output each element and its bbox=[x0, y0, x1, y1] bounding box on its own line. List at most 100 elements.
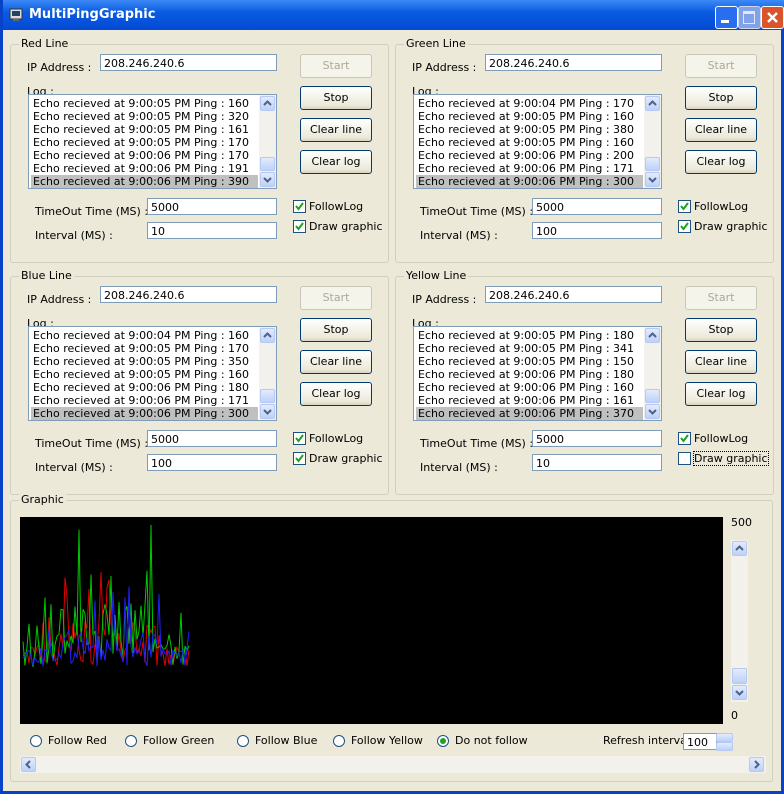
log-list[interactable]: Echo recieved at 9:00:04 PM Ping : 170 Ec… bbox=[413, 94, 662, 189]
scroll-down[interactable] bbox=[260, 404, 275, 419]
timeout-input[interactable]: 5000 bbox=[532, 430, 662, 447]
log-row[interactable]: Echo recieved at 9:00:06 PM Ping : 300 bbox=[31, 407, 258, 420]
radio[interactable] bbox=[333, 735, 345, 747]
button[interactable]: Stop bbox=[300, 86, 372, 110]
button[interactable]: Clear log bbox=[685, 150, 757, 174]
log-row[interactable]: Echo recieved at 9:00:05 PM Ping : 150 bbox=[418, 355, 635, 368]
radio[interactable] bbox=[125, 735, 137, 747]
log-row[interactable]: Echo recieved at 9:00:05 PM Ping : 170 bbox=[33, 342, 250, 355]
scroll-down[interactable] bbox=[645, 172, 660, 187]
scroll-left[interactable] bbox=[21, 757, 36, 772]
followlog-checkbox[interactable] bbox=[678, 432, 691, 445]
log-row[interactable]: Echo recieved at 9:00:05 PM Ping : 350 bbox=[33, 355, 250, 368]
scroll-up[interactable] bbox=[645, 328, 660, 343]
log-row[interactable]: Echo recieved at 9:00:06 PM Ping : 180 bbox=[418, 368, 635, 381]
timeout-input[interactable]: 5000 bbox=[147, 198, 277, 215]
timeout-input[interactable]: 5000 bbox=[532, 198, 662, 215]
scroll-right[interactable] bbox=[749, 757, 764, 772]
log-row[interactable]: Echo recieved at 9:00:06 PM Ping : 180 bbox=[33, 381, 250, 394]
log-row[interactable]: Echo recieved at 9:00:06 PM Ping : 160 bbox=[418, 381, 635, 394]
maximize-button[interactable] bbox=[738, 6, 761, 29]
interval-input[interactable]: 10 bbox=[532, 454, 662, 471]
log-row[interactable]: Echo recieved at 9:00:06 PM Ping : 161 bbox=[418, 394, 635, 407]
ip-input[interactable]: 208.246.240.6 bbox=[100, 286, 277, 303]
radio[interactable] bbox=[30, 735, 42, 747]
followlog-label[interactable]: FollowLog bbox=[694, 200, 749, 213]
button[interactable]: Stop bbox=[685, 318, 757, 342]
draw-label[interactable]: Draw graphic bbox=[693, 451, 769, 466]
scroll-up[interactable] bbox=[645, 96, 660, 111]
scroll-down[interactable] bbox=[645, 404, 660, 419]
timeout-input[interactable]: 5000 bbox=[147, 430, 277, 447]
h-scrollbar[interactable] bbox=[20, 756, 766, 773]
button[interactable]: Stop bbox=[300, 318, 372, 342]
log-row[interactable]: Echo recieved at 9:00:06 PM Ping : 300 bbox=[416, 175, 643, 188]
followlog-label[interactable]: FollowLog bbox=[309, 200, 364, 213]
followlog-checkbox[interactable] bbox=[678, 200, 691, 213]
scroll-down[interactable] bbox=[732, 685, 747, 700]
draw-label[interactable]: Draw graphic bbox=[694, 220, 768, 233]
spin-up[interactable] bbox=[716, 733, 733, 742]
log-row[interactable]: Echo recieved at 9:00:05 PM Ping : 160 bbox=[33, 97, 250, 110]
log-row[interactable]: Echo recieved at 9:00:06 PM Ping : 171 bbox=[33, 394, 250, 407]
minimize-button[interactable] bbox=[715, 6, 738, 29]
log-list[interactable]: Echo recieved at 9:00:04 PM Ping : 160 Ec… bbox=[28, 326, 277, 421]
scroll-thumb[interactable] bbox=[260, 157, 275, 171]
followlog-label[interactable]: FollowLog bbox=[694, 432, 749, 445]
radio[interactable] bbox=[237, 735, 249, 747]
log-row[interactable]: Echo recieved at 9:00:06 PM Ping : 200 bbox=[418, 149, 635, 162]
log-scrollbar[interactable] bbox=[259, 95, 276, 188]
log-scrollbar[interactable] bbox=[644, 327, 661, 420]
followlog-checkbox[interactable] bbox=[293, 432, 306, 445]
followlog-checkbox[interactable] bbox=[293, 200, 306, 213]
draw-label[interactable]: Draw graphic bbox=[309, 452, 383, 465]
log-row[interactable]: Echo recieved at 9:00:05 PM Ping : 170 bbox=[33, 136, 250, 149]
log-row[interactable]: Echo recieved at 9:00:04 PM Ping : 170 bbox=[418, 97, 635, 110]
radio-label[interactable]: Follow Green bbox=[143, 734, 215, 747]
button[interactable]: Clear line bbox=[300, 118, 372, 142]
scroll-down[interactable] bbox=[260, 172, 275, 187]
spin-down[interactable] bbox=[716, 742, 733, 751]
log-row[interactable]: Echo recieved at 9:00:06 PM Ping : 390 bbox=[31, 175, 258, 188]
draw-checkbox[interactable] bbox=[293, 452, 306, 465]
interval-input[interactable]: 100 bbox=[532, 222, 662, 239]
log-row[interactable]: Echo recieved at 9:00:06 PM Ping : 191 bbox=[33, 162, 250, 175]
scroll-thumb[interactable] bbox=[645, 157, 660, 171]
interval-input[interactable]: 10 bbox=[147, 222, 277, 239]
log-list[interactable]: Echo recieved at 9:00:05 PM Ping : 160 Ec… bbox=[28, 94, 277, 189]
log-row[interactable]: Echo recieved at 9:00:05 PM Ping : 160 bbox=[418, 136, 635, 149]
button[interactable]: Clear log bbox=[300, 382, 372, 406]
log-row[interactable]: Echo recieved at 9:00:06 PM Ping : 370 bbox=[416, 407, 643, 420]
interval-input[interactable]: 100 bbox=[147, 454, 277, 471]
ip-input[interactable]: 208.246.240.6 bbox=[485, 286, 662, 303]
button[interactable]: Stop bbox=[685, 86, 757, 110]
scroll-thumb[interactable] bbox=[260, 389, 275, 403]
log-row[interactable]: Echo recieved at 9:00:05 PM Ping : 180 bbox=[418, 329, 635, 342]
draw-label[interactable]: Draw graphic bbox=[309, 220, 383, 233]
zoom-scrollbar[interactable] bbox=[731, 540, 748, 702]
draw-checkbox[interactable] bbox=[678, 220, 691, 233]
radio-label[interactable]: Do not follow bbox=[455, 734, 528, 747]
button[interactable]: Clear line bbox=[685, 118, 757, 142]
followlog-label[interactable]: FollowLog bbox=[309, 432, 364, 445]
button[interactable]: Clear log bbox=[685, 382, 757, 406]
log-row[interactable]: Echo recieved at 9:00:05 PM Ping : 160 bbox=[418, 110, 635, 123]
radio-label[interactable]: Follow Blue bbox=[255, 734, 318, 747]
close-button[interactable] bbox=[761, 6, 784, 29]
log-list[interactable]: Echo recieved at 9:00:05 PM Ping : 180 Ec… bbox=[413, 326, 662, 421]
scroll-thumb[interactable] bbox=[645, 389, 660, 403]
draw-checkbox[interactable] bbox=[678, 452, 691, 465]
scroll-up[interactable] bbox=[732, 541, 747, 556]
radio-label[interactable]: Follow Red bbox=[48, 734, 107, 747]
log-row[interactable]: Echo recieved at 9:00:05 PM Ping : 380 bbox=[418, 123, 635, 136]
scroll-thumb[interactable] bbox=[732, 668, 747, 684]
scroll-up[interactable] bbox=[260, 96, 275, 111]
button[interactable]: Clear line bbox=[300, 350, 372, 374]
log-row[interactable]: Echo recieved at 9:00:04 PM Ping : 160 bbox=[33, 329, 250, 342]
radio-label[interactable]: Follow Yellow bbox=[351, 734, 423, 747]
log-row[interactable]: Echo recieved at 9:00:05 PM Ping : 160 bbox=[33, 368, 250, 381]
scroll-up[interactable] bbox=[260, 328, 275, 343]
button[interactable]: Clear line bbox=[685, 350, 757, 374]
radio[interactable] bbox=[437, 735, 449, 747]
draw-checkbox[interactable] bbox=[293, 220, 306, 233]
